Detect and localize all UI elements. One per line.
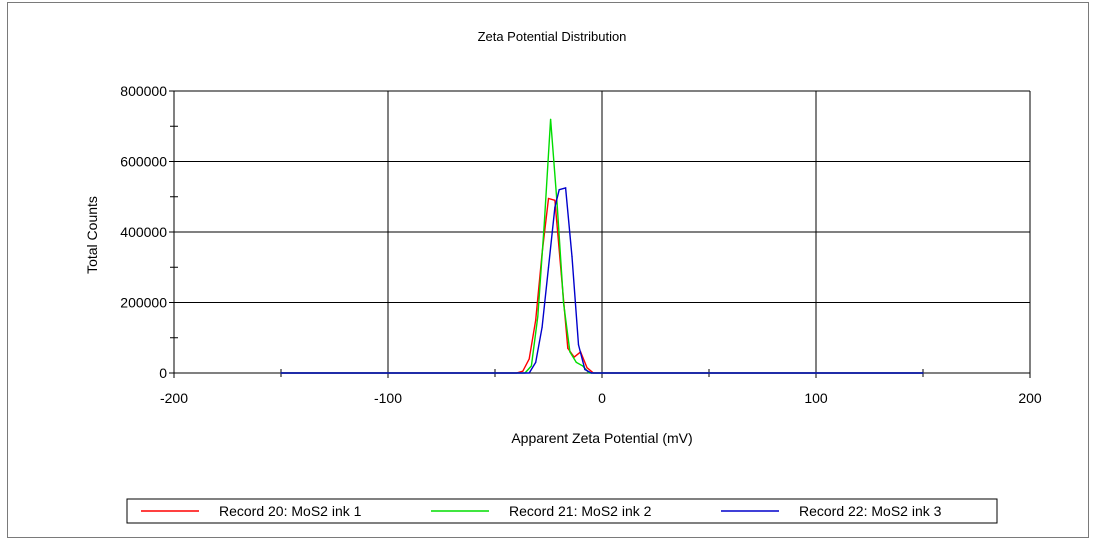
x-tick-label: 100	[804, 390, 828, 406]
data-point	[565, 187, 567, 189]
y-tick-label: 200000	[120, 295, 167, 311]
x-axis-label: Apparent Zeta Potential (mV)	[511, 430, 692, 446]
y-tick-label: 800000	[120, 83, 167, 99]
legend-box	[126, 498, 998, 524]
y-axis-label: Total Counts	[84, 196, 100, 274]
data-point	[522, 370, 524, 372]
data-point	[541, 326, 543, 328]
legend-label: Record 22: MoS2 ink 3	[799, 503, 942, 519]
data-point	[280, 372, 282, 374]
data-point	[535, 361, 537, 364]
x-tick-label: -100	[374, 390, 402, 406]
data-point	[582, 365, 584, 367]
x-tick-label: -200	[160, 390, 188, 406]
chart-frame: Zeta Potential Distribution -200 -100 0 100…	[7, 2, 1089, 538]
data-point	[537, 316, 539, 318]
legend-label: Record 21: MoS2 ink 2	[509, 503, 652, 519]
data-point	[556, 203, 558, 205]
data-point	[547, 266, 550, 268]
data-point	[922, 372, 924, 374]
zeta-chart: Zeta Potential Distribution -200 -100 0 100…	[84, 29, 1042, 524]
y-tick-label: 600000	[120, 154, 167, 170]
legend: Record 20: MoS2 ink 1 Record 21: MoS2 ink…	[126, 498, 998, 524]
data-point	[584, 368, 586, 371]
x-tick-label: 200	[1018, 390, 1042, 406]
y-tick-label: 400000	[120, 224, 167, 240]
plot-area: -200 -100 0 100 200 0 200000 400000 600000 800000	[120, 83, 1042, 406]
legend-label: Record 20: MoS2 ink 1	[219, 503, 362, 519]
data-point	[558, 189, 560, 191]
data-point	[494, 372, 496, 374]
data-point	[571, 256, 573, 258]
data-point	[530, 365, 532, 367]
data-point	[590, 372, 592, 374]
data-point	[569, 351, 571, 353]
data-point	[601, 372, 603, 374]
data-point	[547, 197, 550, 200]
data-point	[550, 118, 552, 120]
x-tick-label: 0	[598, 390, 606, 406]
data-point	[562, 301, 565, 304]
data-point	[586, 367, 588, 369]
data-point	[567, 347, 569, 349]
data-point	[528, 372, 530, 374]
data-point	[575, 361, 577, 364]
chart-title: Zeta Potential Distribution	[478, 29, 627, 44]
data-point	[577, 344, 580, 346]
data-point	[528, 358, 530, 360]
data-point	[535, 319, 537, 321]
data-point	[554, 199, 556, 201]
data-point	[543, 224, 545, 226]
y-tick-label: 0	[159, 365, 167, 381]
data-point	[554, 206, 556, 208]
